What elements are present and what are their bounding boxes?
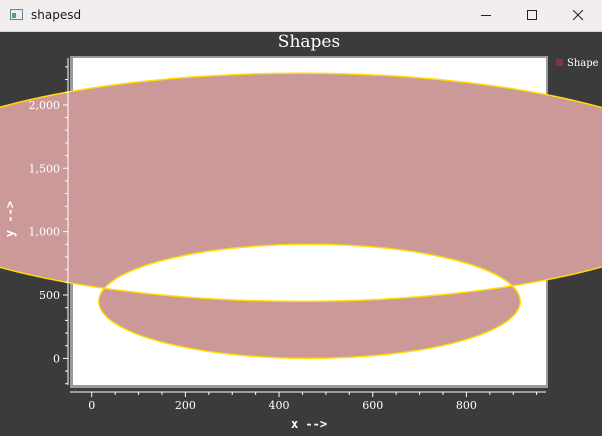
close-icon	[573, 10, 584, 21]
shapes-layer	[0, 72, 602, 360]
legend-swatch	[556, 59, 563, 66]
axes-layer: 0 200 400 600 800 0 500 1,000 1,500 2,000	[29, 58, 546, 412]
x-tick-label: 200	[175, 399, 196, 412]
x-axis-title: x -->	[291, 417, 327, 431]
maximize-icon	[527, 10, 537, 20]
close-button[interactable]	[555, 0, 601, 31]
chart-title: Shapes	[278, 32, 340, 52]
y-tick-label: 0	[53, 352, 60, 365]
x-tick-label: 800	[456, 399, 477, 412]
minimize-icon	[481, 15, 491, 16]
title-bar: shapesd	[0, 0, 602, 32]
y-axis-title: y -->	[3, 201, 17, 237]
y-tick-label: 1,500	[29, 162, 61, 175]
legend: Shape	[556, 58, 599, 69]
shapes-chart: Shapes 0 200 400 600 80005001,0001,5002,000 …	[0, 32, 602, 431]
maximize-button[interactable]	[509, 0, 555, 31]
window-title: shapesd	[31, 8, 82, 22]
y-tick-label: 2,000	[29, 99, 61, 112]
y-tick-label: 500	[39, 289, 60, 302]
app-icon	[10, 9, 23, 20]
minimize-button[interactable]	[463, 0, 509, 31]
chart-area: Shapes 0 200 400 600 800 0 500 1,000 1,500 2,000 …	[0, 31, 602, 432]
x-tick-label: 0	[88, 399, 95, 412]
x-tick-label: 400	[269, 399, 290, 412]
x-tick-label: 600	[362, 399, 383, 412]
y-tick-label: 1,000	[29, 226, 61, 239]
legend-label-shape: Shape	[567, 58, 599, 69]
series-shape-shape	[0, 72, 602, 360]
